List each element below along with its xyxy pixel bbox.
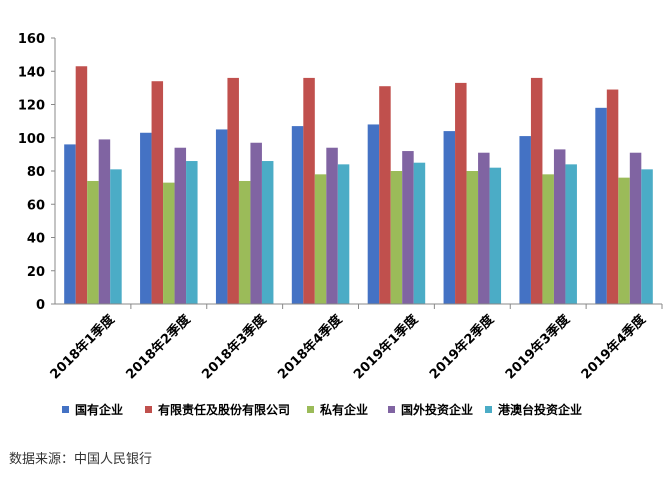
bar (326, 147, 338, 304)
legend-label: 港澳台投资企业 (498, 403, 583, 417)
bar (530, 77, 543, 305)
bar (314, 174, 327, 304)
bar (478, 152, 490, 304)
legend-label: 国有企业 (75, 403, 124, 417)
bar (565, 164, 577, 304)
bar (75, 66, 88, 304)
bar (98, 139, 111, 304)
y-tick-label: 140 (18, 65, 45, 80)
y-tick-label: 160 (18, 32, 45, 47)
bar (443, 131, 456, 304)
bar (489, 167, 502, 304)
y-tick-label: 100 (18, 132, 45, 147)
bar (110, 169, 122, 304)
x-tick-label: 2018年4季度 (275, 311, 347, 383)
bar (87, 180, 99, 304)
bar (367, 124, 380, 304)
bars (64, 66, 653, 305)
legend-swatch (485, 406, 492, 413)
x-tick-label: 2018年1季度 (47, 311, 119, 383)
bar (542, 174, 554, 304)
bar (413, 162, 426, 304)
legend-item: 港澳台投资企业 (485, 401, 582, 418)
x-tick-label: 2019年2季度 (426, 311, 498, 383)
y-tick-label: 20 (27, 265, 45, 280)
x-tick-label: 2018年2季度 (123, 311, 195, 383)
legend-label: 私有企业 (320, 403, 369, 417)
x-tick-label: 2018年3季度 (199, 311, 271, 383)
source-note: 数据来源：中国人民银行 (9, 452, 153, 467)
bar (291, 126, 304, 304)
legend-label: 国外投资企业 (401, 403, 474, 417)
bar (618, 177, 630, 304)
legend-item: 有限责任及股份有限公司 (145, 401, 290, 418)
legend-item: 国有企业 (62, 401, 123, 418)
bar (186, 161, 198, 304)
bar (606, 89, 619, 304)
bar (140, 132, 152, 304)
bar (641, 169, 653, 304)
bar (629, 152, 642, 304)
x-axis: 2018年1季度 2018年2季度 2018年3季度 2018年4季度 2019年1季度… (47, 303, 663, 383)
bar (390, 171, 403, 304)
bar (250, 142, 262, 304)
bar (238, 180, 251, 304)
y-tick-label: 120 (18, 99, 45, 114)
x-tick-label: 2019年3季度 (502, 311, 574, 383)
legend-item: 私有企业 (307, 401, 368, 418)
bar (553, 149, 566, 304)
bar (337, 164, 350, 304)
legend-item: 国外投资企业 (388, 401, 473, 418)
bar (402, 151, 414, 304)
x-tick-label: 2019年1季度 (350, 311, 422, 383)
legend-label: 有限责任及股份有限公司 (158, 403, 291, 417)
x-tick-label: 2019年4季度 (578, 311, 650, 383)
bar (174, 147, 187, 304)
legend-swatch (307, 406, 314, 413)
bar (227, 77, 239, 305)
bar (519, 136, 531, 304)
bar (379, 86, 391, 305)
bar (151, 81, 164, 304)
y-tick-label: 0 (36, 298, 45, 313)
bar (595, 107, 607, 304)
bar (64, 144, 76, 304)
legend-swatch (145, 406, 152, 413)
bar (466, 171, 479, 304)
y-tick-label: 40 (27, 232, 45, 247)
legend: 国有企业 有限责任及股份有限公司 私有企业 国外投资企业 港澳台投资企业 (62, 401, 662, 417)
legend-swatch (388, 406, 395, 413)
bar (303, 77, 315, 305)
legend-swatch (62, 406, 69, 413)
y-tick-label: 60 (27, 198, 45, 213)
bar (261, 161, 274, 304)
y-tick-label: 80 (27, 165, 45, 180)
bar (455, 82, 467, 304)
bar (163, 182, 175, 304)
bar (215, 129, 228, 304)
y-axis: 0 20 40 60 80 100 120 140 160 (18, 32, 56, 313)
